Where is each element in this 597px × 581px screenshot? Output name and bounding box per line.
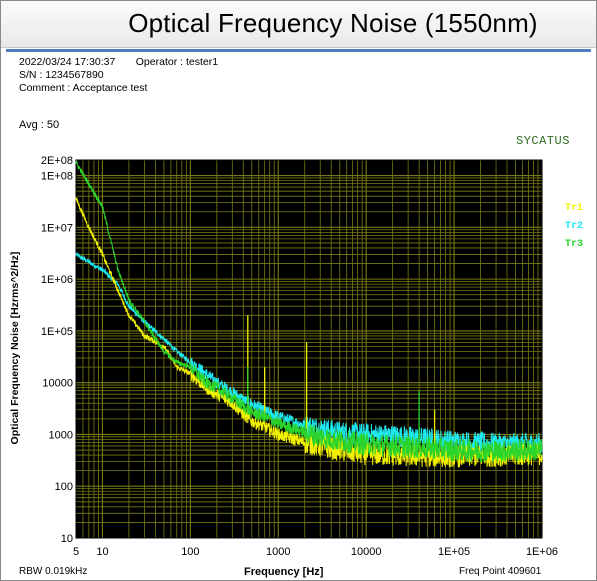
x-tick-label: 10 bbox=[96, 546, 108, 558]
brand-logo: SYCATUS bbox=[516, 134, 570, 148]
legend-tr3: Tr3 bbox=[565, 239, 584, 250]
title-divider bbox=[6, 49, 591, 52]
y-tick-label: 1E+05 bbox=[41, 326, 73, 338]
legend-tr2: Tr2 bbox=[565, 221, 584, 232]
x-tick-label: 1000 bbox=[266, 546, 290, 558]
y-tick-label: 2E+08 bbox=[41, 155, 73, 167]
serial-number: S/N : 1234567890 bbox=[19, 69, 104, 81]
average-count: Avg : 50 bbox=[19, 119, 60, 131]
operator: Operator : tester1 bbox=[135, 56, 219, 68]
plot-area bbox=[76, 160, 542, 538]
y-tick-label: 10000 bbox=[42, 378, 73, 390]
plot-border bbox=[75, 159, 543, 539]
y-tick-label: 1E+06 bbox=[41, 274, 73, 286]
title-bar: Optical Frequency Noise (1550nm) bbox=[1, 1, 596, 48]
y-tick-label: 1E+08 bbox=[41, 171, 73, 183]
x-tick-label: 1E+05 bbox=[438, 546, 470, 558]
y-tick-label: 1000 bbox=[49, 429, 73, 441]
freq-point-readout: Freq Point 409601 bbox=[459, 566, 542, 577]
x-tick-label: 5 bbox=[73, 546, 79, 558]
legend-tr1: Tr1 bbox=[565, 203, 584, 214]
x-tick-label: 1E+06 bbox=[526, 546, 558, 558]
series-tr3-line bbox=[75, 159, 543, 463]
comment: Comment : Acceptance test bbox=[19, 82, 148, 94]
x-tick-label: 100 bbox=[181, 546, 199, 558]
y-tick-label: 100 bbox=[55, 481, 73, 493]
chart-legend: Tr1 Tr2 Tr3 bbox=[565, 200, 583, 254]
rbw-readout: RBW 0.019kHz bbox=[19, 566, 88, 577]
datetime: 2022/03/24 17:30:37 bbox=[19, 56, 116, 68]
x-tick-label: 10000 bbox=[351, 546, 382, 558]
y-tick-label: 1E+07 bbox=[41, 222, 73, 234]
y-tick-label: 10 bbox=[61, 533, 73, 545]
window-title: Optical Frequency Noise (1550nm) bbox=[128, 8, 538, 38]
x-axis-label: Frequency [Hz] bbox=[244, 566, 324, 578]
measurement-info: 2022/03/24 17:30:37 Operator : tester1 S… bbox=[19, 56, 218, 95]
